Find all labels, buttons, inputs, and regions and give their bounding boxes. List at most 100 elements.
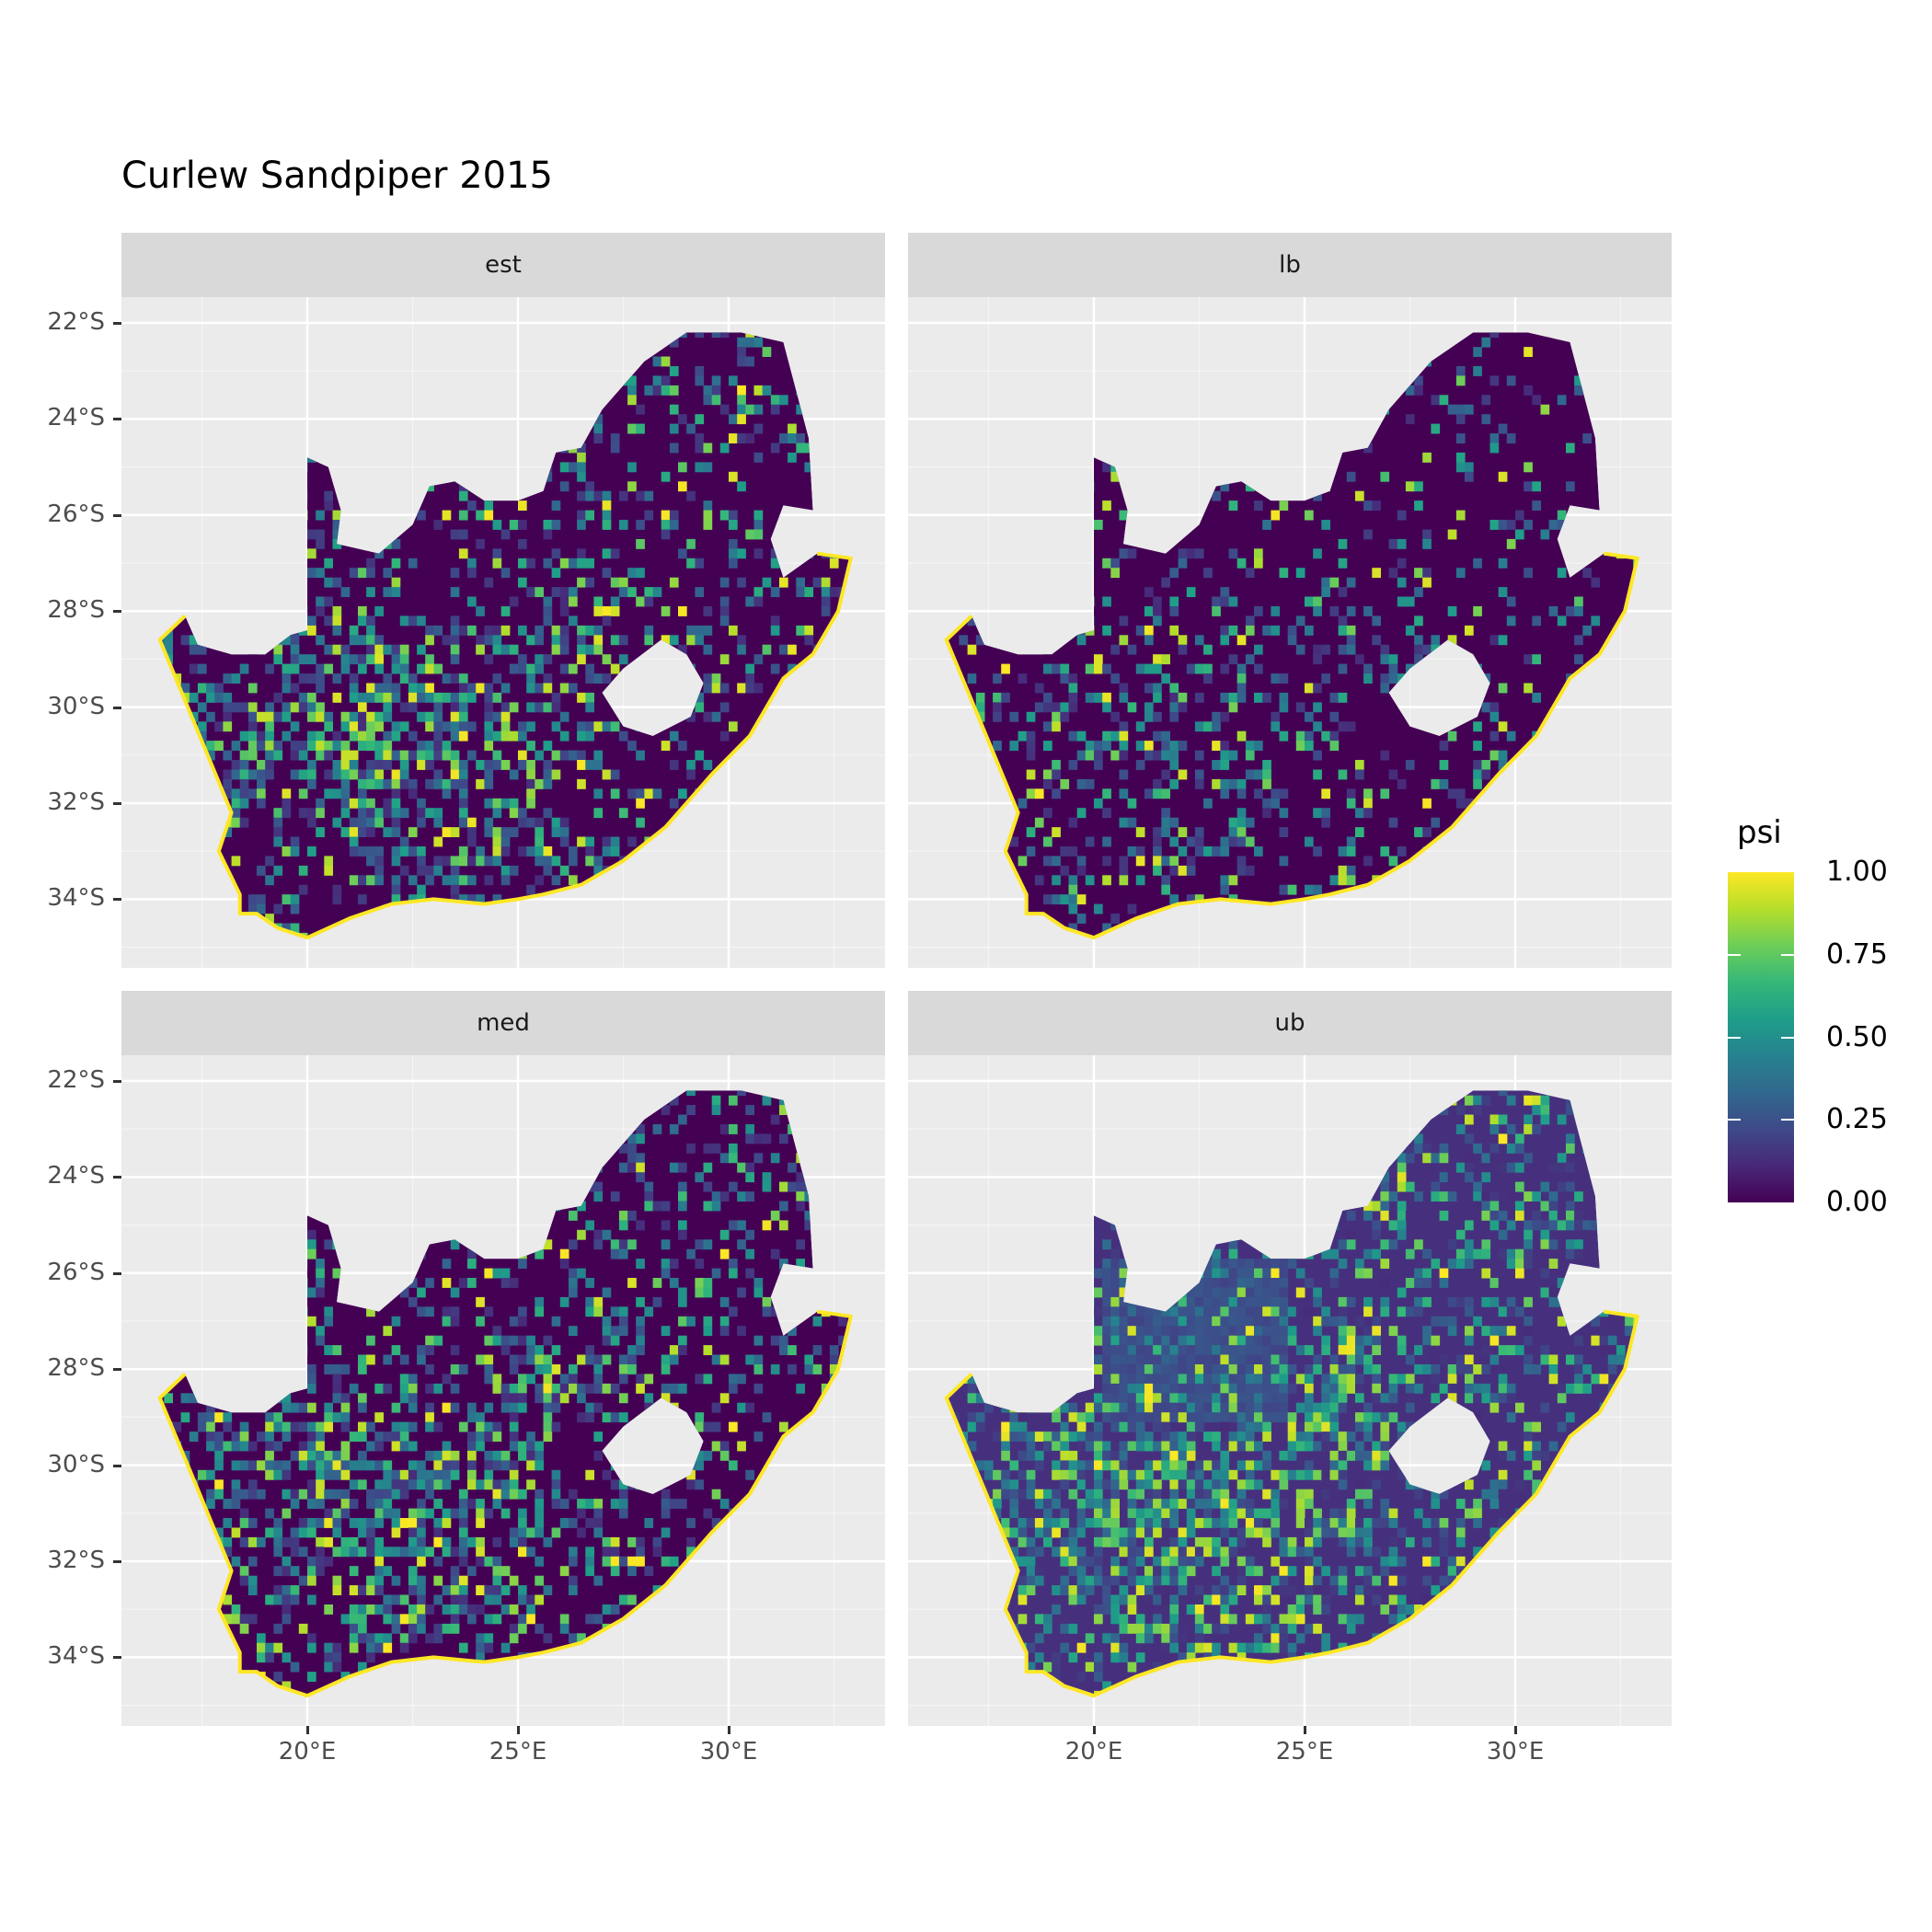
raster-cell xyxy=(535,856,544,867)
raster-cell xyxy=(804,625,814,636)
raster-cell xyxy=(518,1614,527,1625)
raster-cell xyxy=(316,663,325,674)
raster-cell xyxy=(492,558,502,569)
raster-cell xyxy=(1153,846,1162,857)
raster-cell xyxy=(770,1364,780,1374)
raster-cell xyxy=(753,1153,764,1164)
raster-cell xyxy=(551,1489,561,1500)
raster-cell xyxy=(745,1354,754,1365)
raster-cell xyxy=(366,1354,375,1365)
raster-cell xyxy=(374,875,384,886)
raster-cell xyxy=(189,635,199,646)
raster-cell xyxy=(273,644,283,655)
raster-cell xyxy=(1135,846,1145,857)
raster-cell xyxy=(1220,846,1230,857)
raster-cell xyxy=(1439,760,1449,770)
raster-cell xyxy=(366,741,375,751)
raster-cell xyxy=(535,1499,544,1509)
raster-cell xyxy=(332,644,342,655)
raster-cell xyxy=(644,1393,654,1404)
raster-cell xyxy=(1305,730,1314,742)
raster-cell xyxy=(1161,769,1170,780)
raster-cell xyxy=(265,1469,274,1480)
raster-cell xyxy=(265,702,274,713)
raster-cell xyxy=(518,1354,527,1365)
raster-cell xyxy=(349,711,359,722)
raster-cell xyxy=(1026,1585,1036,1595)
raster-cell xyxy=(1236,683,1247,694)
raster-cell xyxy=(703,1345,713,1355)
raster-cell xyxy=(442,788,452,799)
raster-cell xyxy=(577,471,586,482)
raster-cell xyxy=(316,1287,325,1298)
raster-cell xyxy=(366,1489,375,1500)
raster-cell xyxy=(967,1383,977,1394)
raster-cell xyxy=(425,1402,434,1413)
raster-cell xyxy=(282,1536,292,1547)
raster-cell xyxy=(569,1326,578,1337)
raster-cell xyxy=(358,1364,367,1374)
raster-cell xyxy=(1228,836,1238,847)
raster-cell xyxy=(282,846,292,857)
raster-cell xyxy=(316,1450,325,1461)
raster-cell xyxy=(779,395,788,406)
raster-cell xyxy=(206,1432,215,1442)
raster-cell xyxy=(518,1374,527,1385)
raster-cell xyxy=(1236,692,1247,703)
raster-cell xyxy=(509,1421,519,1432)
raster-cell xyxy=(1169,702,1179,713)
raster-cell xyxy=(332,1374,342,1385)
raster-cell xyxy=(1169,568,1179,579)
raster-cell xyxy=(644,635,654,646)
raster-cell xyxy=(189,663,199,674)
raster-cell xyxy=(975,702,985,713)
raster-cell xyxy=(821,587,831,597)
raster-cell xyxy=(593,490,604,501)
raster-cell xyxy=(391,894,401,905)
raster-cell xyxy=(1068,846,1078,857)
raster-cell xyxy=(729,414,738,425)
raster-cell xyxy=(366,846,375,857)
raster-cell xyxy=(669,337,679,348)
raster-cell xyxy=(476,1432,485,1442)
raster-cell xyxy=(535,625,544,636)
raster-cell xyxy=(695,692,705,703)
raster-cell xyxy=(417,510,426,521)
raster-cell xyxy=(1254,606,1263,616)
raster-cell xyxy=(307,1575,316,1586)
raster-cell xyxy=(745,1229,754,1240)
raster-cell xyxy=(1009,1432,1019,1442)
raster-cell xyxy=(1405,414,1415,425)
raster-cell xyxy=(467,625,477,636)
raster-cell xyxy=(509,1469,519,1480)
raster-cell xyxy=(569,1489,578,1500)
raster-cell xyxy=(316,1441,325,1452)
raster-cell xyxy=(1018,1585,1028,1595)
raster-cell xyxy=(1363,443,1373,454)
raster-cell xyxy=(1271,673,1281,684)
raster-cell xyxy=(753,654,764,665)
raster-cell xyxy=(1194,827,1204,837)
raster-cell xyxy=(1052,1432,1061,1442)
raster-cell xyxy=(509,1278,519,1288)
raster-cell xyxy=(417,1469,426,1480)
raster-cell xyxy=(316,1268,325,1279)
raster-cell xyxy=(366,1575,375,1586)
raster-cell xyxy=(442,1518,452,1528)
raster-cell xyxy=(366,769,375,780)
raster-cell xyxy=(1034,1575,1044,1586)
raster-cell xyxy=(349,836,359,847)
raster-cell xyxy=(753,548,764,559)
raster-cell xyxy=(450,1316,460,1327)
raster-cell xyxy=(1557,615,1567,627)
raster-cell xyxy=(543,1633,553,1644)
raster-cell xyxy=(282,702,292,713)
raster-cell xyxy=(543,1393,553,1404)
raster-cell xyxy=(484,1335,494,1346)
raster-cell xyxy=(433,1450,443,1461)
raster-cell xyxy=(1076,808,1087,819)
raster-cell xyxy=(223,692,233,703)
raster-cell xyxy=(282,1489,292,1500)
raster-cell xyxy=(559,625,569,636)
raster-cell xyxy=(257,1652,266,1663)
